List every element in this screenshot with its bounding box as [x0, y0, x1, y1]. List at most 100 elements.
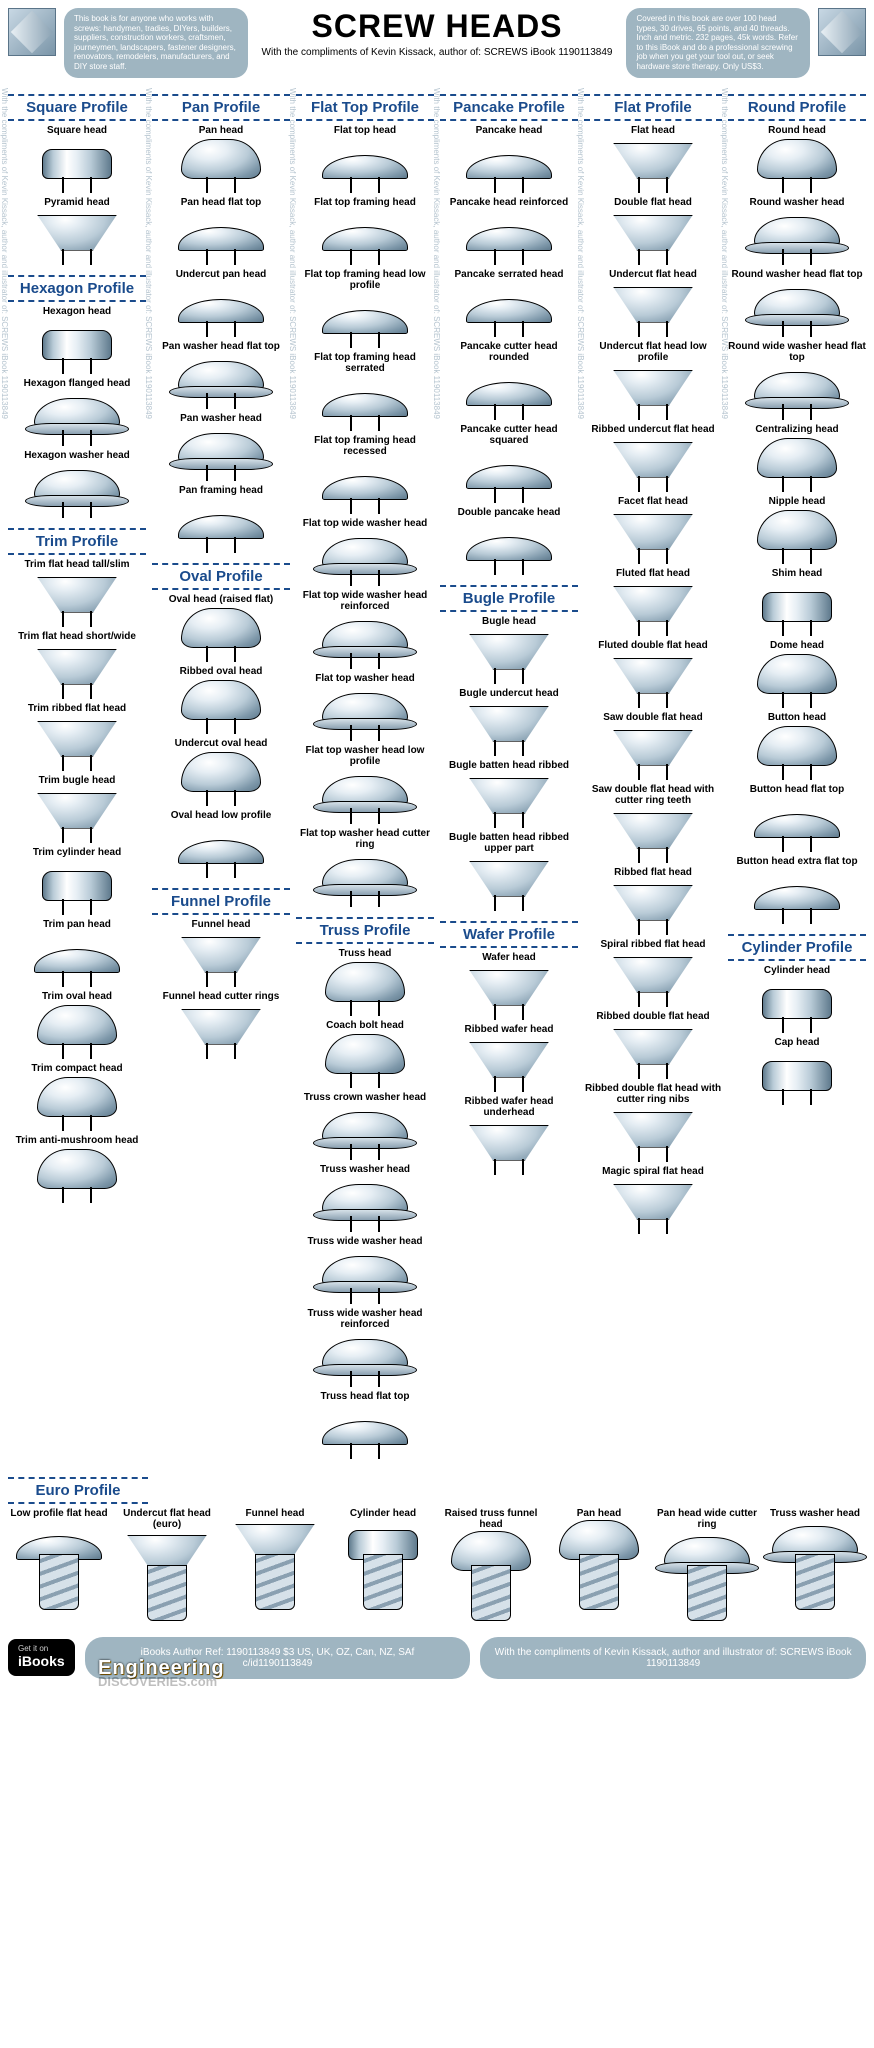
screw-label: Spiral ribbed flat head: [584, 939, 722, 950]
screw-illustration: [296, 613, 434, 669]
columns-grid: With the compliments of Kevin Kissack, a…: [8, 88, 866, 1463]
screw-head-icon: [322, 1339, 408, 1373]
screw-shank-icon: [782, 1089, 812, 1105]
screw-head-icon: [466, 299, 552, 323]
screw-illustration: [584, 1178, 722, 1234]
screw-illustration: [440, 855, 578, 911]
screw-illustration: [152, 678, 290, 734]
screw-shank-icon: [782, 249, 812, 265]
screw-label: Wafer head: [440, 952, 578, 963]
screw-shank-icon: [782, 548, 812, 564]
screw-label: Ribbed wafer head: [440, 1024, 578, 1035]
screw-illustration: [224, 1520, 326, 1610]
screw-shank-icon: [350, 1371, 380, 1387]
screw-shank-icon: [206, 790, 236, 806]
screw-item: Button head: [728, 712, 866, 780]
screw-item: Double flat head: [584, 197, 722, 265]
screw-head-icon: [178, 361, 264, 395]
screw-label: Flat top framing head recessed: [296, 435, 434, 457]
screw-head-icon: [754, 289, 840, 323]
screw-head-icon: [466, 227, 552, 251]
screw-item: Trim compact head: [8, 1063, 146, 1131]
screw-item: Fluted flat head: [584, 568, 722, 636]
screw-shank-icon: [62, 249, 92, 265]
screw-item: Flat top framing head low profile: [296, 269, 434, 348]
screw-shank-icon: [62, 177, 92, 193]
screw-illustration: [728, 508, 866, 564]
screw-illustration: [728, 977, 866, 1033]
screw-label: Dome head: [728, 640, 866, 651]
screw-shank-icon: [638, 1063, 668, 1079]
screw-head-icon: [181, 937, 261, 973]
screw-shank-icon: [494, 740, 524, 756]
screw-head-icon: [322, 621, 408, 655]
screw-illustration: [728, 137, 866, 193]
screw-item: Low profile flat head: [8, 1508, 110, 1621]
screw-item: Truss head flat top: [296, 1391, 434, 1459]
screw-item: Pan head: [548, 1508, 650, 1621]
section-title: Round Profile: [728, 94, 866, 121]
screw-item: Flat top washer head: [296, 673, 434, 741]
section-title-euro: Euro Profile: [8, 1477, 148, 1504]
screw-head-icon: [42, 871, 112, 901]
screw-shank-icon: [206, 718, 236, 734]
screw-shank-icon: [350, 725, 380, 741]
screw-item: Truss head: [296, 948, 434, 1016]
screw-item: Centralizing head: [728, 424, 866, 492]
screw-item: Fluted double flat head: [584, 640, 722, 708]
ibooks-badge[interactable]: Get it on iBooks: [8, 1639, 75, 1675]
screw-head-icon: [757, 438, 837, 478]
screw-illustration: [440, 447, 578, 503]
screw-label: Nipple head: [728, 496, 866, 507]
screw-illustration: [584, 580, 722, 636]
page-title: SCREW HEADS: [262, 8, 613, 45]
screw-head-icon: [613, 730, 693, 766]
screw-head-icon: [178, 299, 264, 323]
screw-illustration: [584, 281, 722, 337]
screw-head-icon: [613, 658, 693, 694]
screw-shank-icon: [471, 1565, 511, 1621]
screw-shank-icon: [638, 476, 668, 492]
screw-illustration: [152, 931, 290, 987]
screw-head-icon: [754, 814, 840, 838]
screw-head-icon: [466, 537, 552, 561]
screw-head-icon: [322, 155, 408, 179]
screw-illustration: [296, 960, 434, 1016]
screw-head-icon: [469, 1042, 549, 1078]
screw-label: Pan washer head flat top: [152, 341, 290, 352]
screw-item: Pancake serrated head: [440, 269, 578, 337]
screw-head-icon: [42, 330, 112, 360]
screw-shank-icon: [350, 1072, 380, 1088]
screw-illustration: [152, 606, 290, 662]
screw-illustration: [152, 209, 290, 265]
screw-illustration: [440, 628, 578, 684]
screw-item: Bugle head: [440, 616, 578, 684]
screw-head-icon: [469, 706, 549, 742]
section-title: Trim Profile: [8, 528, 146, 555]
screw-illustration: [440, 281, 578, 337]
screw-label: Ribbed wafer head underhead: [440, 1096, 578, 1118]
screw-label: Pan washer head: [152, 413, 290, 424]
screw-head-icon: [37, 1149, 117, 1189]
screw-head-icon: [322, 310, 408, 334]
screw-illustration: [8, 1003, 146, 1059]
screw-illustration: [584, 209, 722, 265]
screw-label: Bugle batten head ribbed: [440, 760, 578, 771]
screw-item: Dome head: [728, 640, 866, 708]
screw-shank-icon: [206, 537, 236, 553]
screw-icon: [8, 8, 56, 56]
screw-illustration: [440, 1119, 578, 1175]
screw-item: Flat top wide washer head: [296, 518, 434, 586]
section-title: Oval Profile: [152, 563, 290, 590]
screw-label: Trim bugle head: [8, 775, 146, 786]
screw-label: Round washer head: [728, 197, 866, 208]
screw-label: Undercut flat head (euro): [116, 1508, 218, 1530]
screw-shank-icon: [62, 683, 92, 699]
column: With the compliments of Kevin Kissack, a…: [584, 88, 722, 1238]
screw-head-icon: [322, 693, 408, 727]
screw-shank-icon: [494, 1076, 524, 1092]
screw-head-icon: [322, 1421, 408, 1445]
screw-label: Round washer head flat top: [728, 269, 866, 280]
screw-item: Flat top washer head cutter ring: [296, 828, 434, 907]
screw-item: Funnel head: [224, 1508, 326, 1621]
